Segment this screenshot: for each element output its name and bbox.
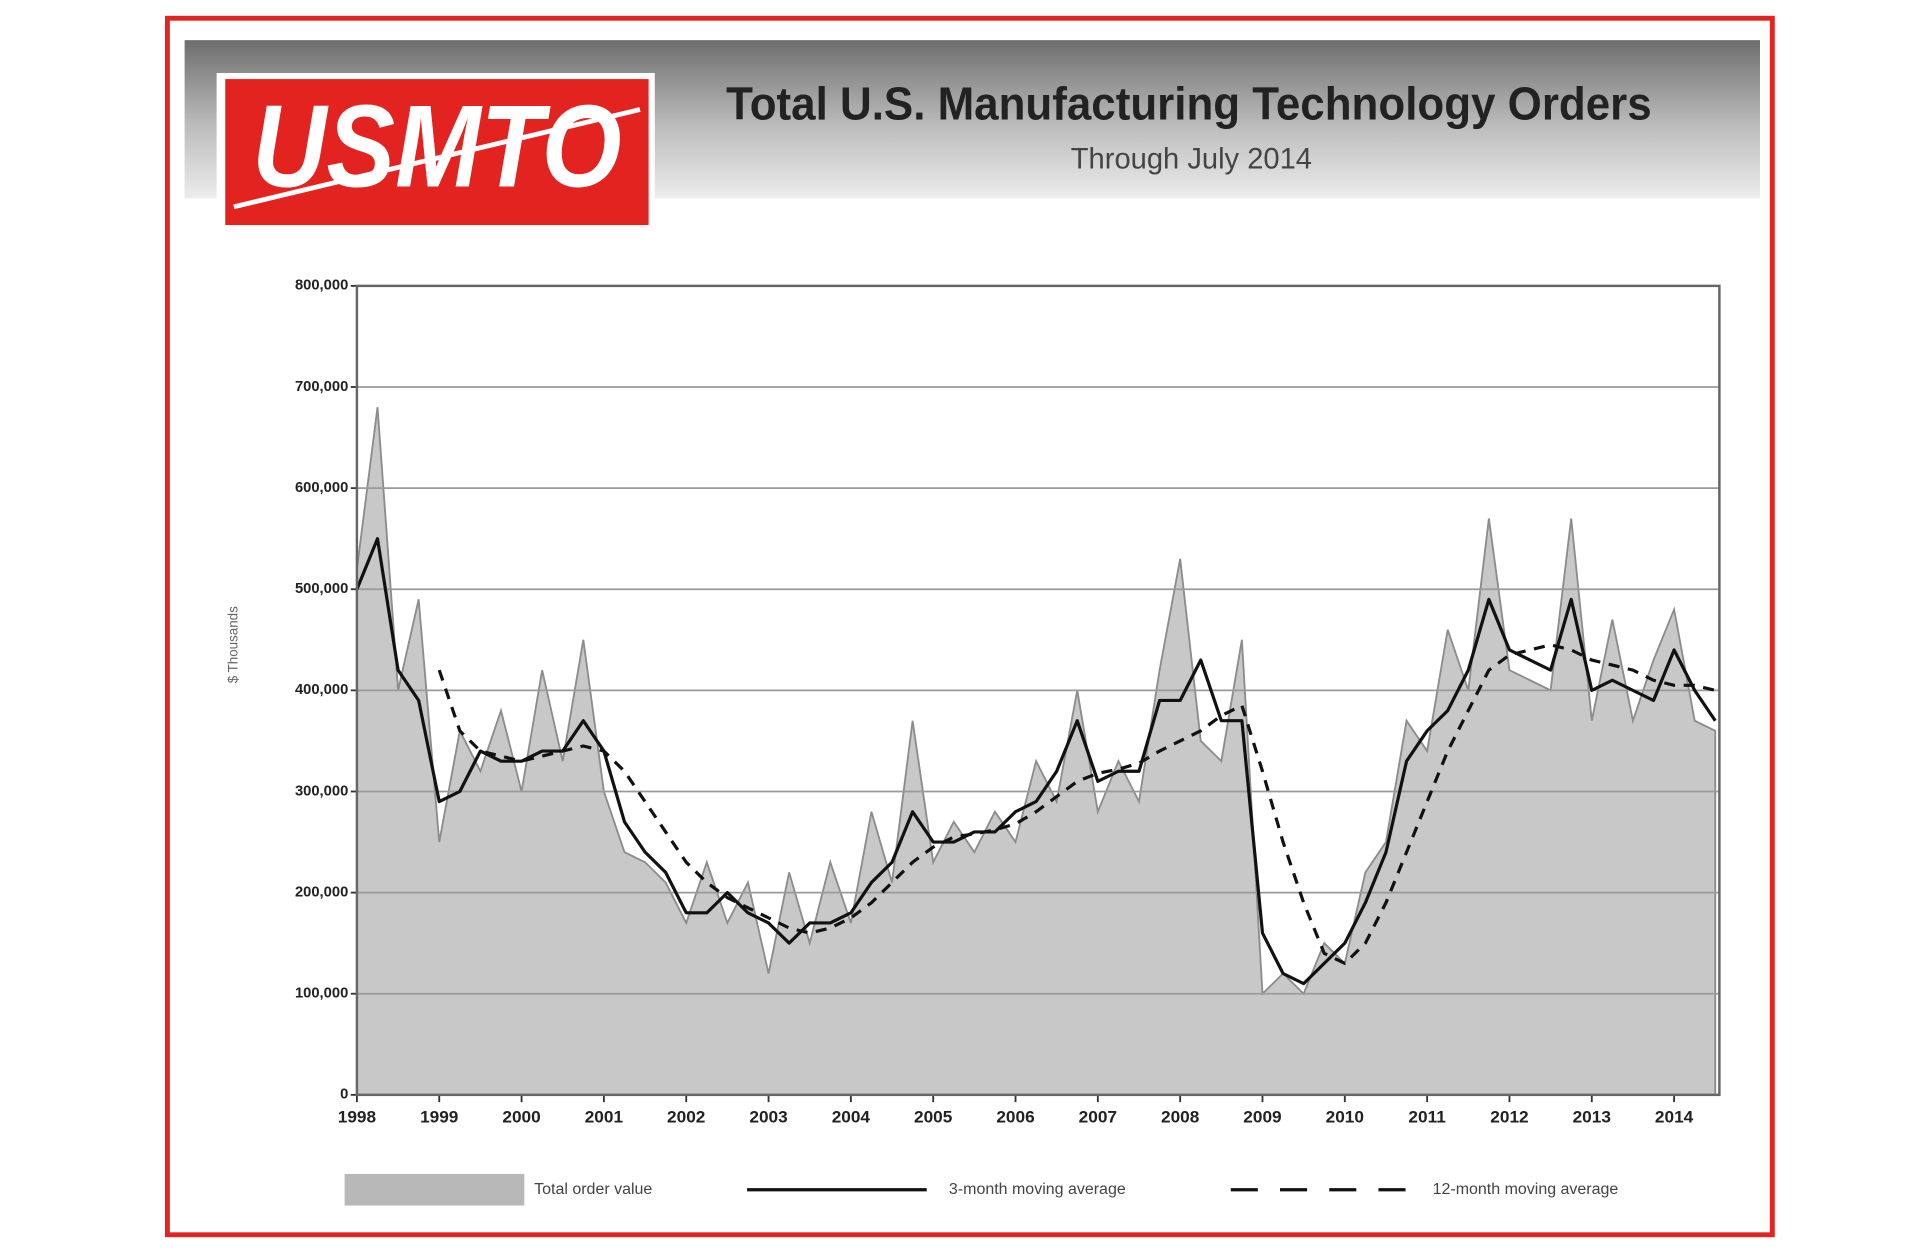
- legend-label: 12-month moving average: [1433, 1181, 1619, 1198]
- x-tick-label: 2009: [1243, 1107, 1281, 1127]
- line: [437, 643, 1716, 965]
- x-tick-label: 2007: [1079, 1107, 1117, 1127]
- y-tick-label: 0: [340, 1087, 348, 1103]
- x-tick-label: 1999: [420, 1107, 458, 1127]
- line: [355, 537, 1717, 986]
- plot-border: [355, 284, 1721, 1097]
- logo-text: USMTO: [252, 81, 621, 211]
- y-tick-label: 300,000: [295, 783, 348, 799]
- chart-title: Total U.S. Manufacturing Technology Orde…: [726, 78, 1652, 130]
- y-tick-label: 500,000: [295, 581, 348, 597]
- x-tick-label: 2006: [996, 1107, 1034, 1127]
- x-tick-label: 2012: [1490, 1107, 1528, 1127]
- x-tick-label: 1998: [338, 1107, 376, 1127]
- x-tick-label: 2003: [749, 1107, 787, 1127]
- y-tick-label: 800,000: [295, 278, 348, 294]
- logo-swoosh: [233, 107, 641, 210]
- y-tick-label: 100,000: [295, 986, 348, 1002]
- y-axis-label: $ Thousands: [225, 606, 240, 683]
- x-tick-label: 2008: [1161, 1107, 1199, 1127]
- x-tick-label: 2014: [1655, 1107, 1694, 1127]
- y-tick-label: 600,000: [295, 480, 348, 496]
- x-tick-label: 2013: [1573, 1107, 1611, 1127]
- y-tick-label: 200,000: [295, 885, 348, 901]
- plot-area: 0 100,000 200,000 300,000 400,000 500,000 600,…: [295, 278, 1721, 1127]
- x-tick-label: 2011: [1408, 1107, 1446, 1127]
- y-tick-label: 700,000: [295, 379, 348, 395]
- x-tick-label: 2010: [1326, 1107, 1364, 1127]
- legend: Total order value 3-month moving average 1…: [344, 1173, 1619, 1206]
- legend-label: 3-month moving average: [949, 1181, 1126, 1198]
- x-tick-label: 2002: [667, 1107, 705, 1127]
- legend-label: Total order value: [534, 1181, 652, 1198]
- x-tick-label: 2004: [832, 1107, 871, 1127]
- y-tick-label: 400,000: [295, 682, 348, 698]
- logo-box: [225, 79, 649, 226]
- legend-swatch: [344, 1173, 525, 1206]
- x-tick-label: 2005: [914, 1107, 953, 1127]
- chart-subtitle: Through July 2014: [1071, 142, 1312, 175]
- x-tick-label: 2001: [585, 1107, 624, 1127]
- x-tick-label: 2000: [502, 1107, 540, 1127]
